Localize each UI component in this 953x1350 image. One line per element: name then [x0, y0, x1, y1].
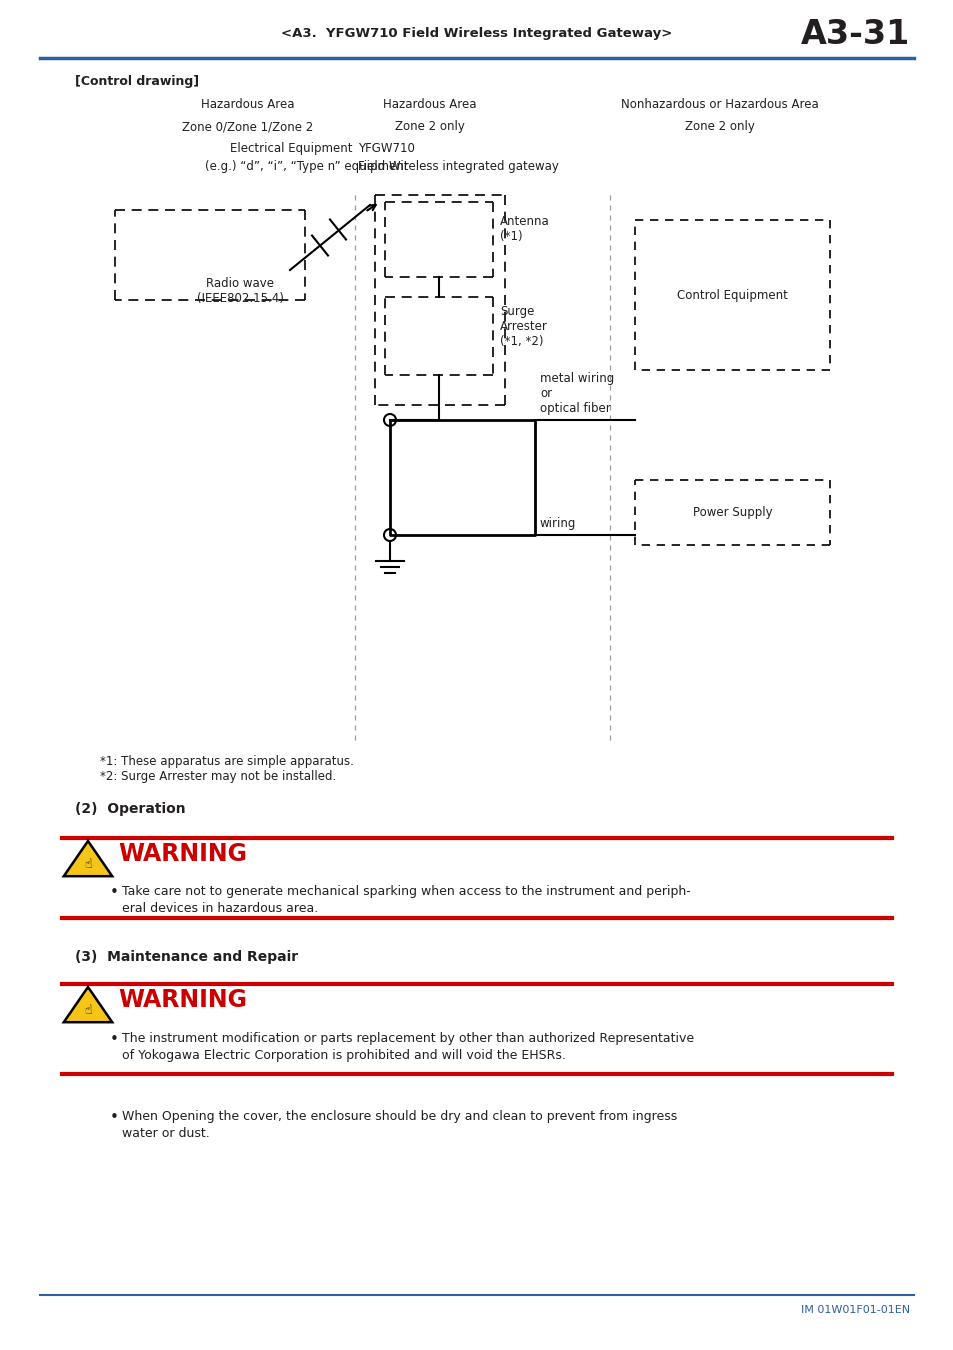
- Text: wiring: wiring: [539, 517, 576, 531]
- Text: •: •: [110, 886, 119, 900]
- Text: *1: These apparatus are simple apparatus.: *1: These apparatus are simple apparatus…: [100, 755, 354, 768]
- Text: Electrical Equipment: Electrical Equipment: [230, 142, 352, 155]
- Text: [Control drawing]: [Control drawing]: [75, 76, 199, 88]
- Text: Antenna
(*1): Antenna (*1): [499, 215, 549, 243]
- Text: <A3.  YFGW710 Field Wireless Integrated Gateway>: <A3. YFGW710 Field Wireless Integrated G…: [281, 27, 672, 40]
- Text: Take care not to generate mechanical sparking when access to the instrument and : Take care not to generate mechanical spa…: [122, 886, 690, 915]
- Text: ☝: ☝: [84, 859, 91, 872]
- Text: (e.g.) “d”, “i”, “Type n” equipment: (e.g.) “d”, “i”, “Type n” equipment: [205, 161, 408, 173]
- Text: Surge
Arrester
(*1, *2): Surge Arrester (*1, *2): [499, 305, 547, 348]
- Text: Hazardous Area: Hazardous Area: [383, 99, 476, 111]
- Text: Nonhazardous or Hazardous Area: Nonhazardous or Hazardous Area: [620, 99, 818, 111]
- Text: Radio wave
(IEEE802.15.4): Radio wave (IEEE802.15.4): [196, 277, 283, 305]
- Text: WARNING: WARNING: [118, 842, 247, 865]
- Text: *2: Surge Arrester may not be installed.: *2: Surge Arrester may not be installed.: [100, 769, 335, 783]
- Text: The instrument modification or parts replacement by other than authorized Repres: The instrument modification or parts rep…: [122, 1031, 694, 1062]
- Text: metal wiring
or
optical fiber: metal wiring or optical fiber: [539, 373, 614, 414]
- Text: (2)  Operation: (2) Operation: [75, 802, 186, 815]
- Text: Control Equipment: Control Equipment: [677, 289, 787, 301]
- Text: •: •: [110, 1110, 119, 1125]
- Text: •: •: [110, 1031, 119, 1048]
- Text: Zone 0/Zone 1/Zone 2: Zone 0/Zone 1/Zone 2: [182, 120, 314, 134]
- Text: Field Wireless integrated gateway: Field Wireless integrated gateway: [357, 161, 558, 173]
- Text: (3)  Maintenance and Repair: (3) Maintenance and Repair: [75, 950, 297, 964]
- Text: IM 01W01F01-01EN: IM 01W01F01-01EN: [800, 1305, 909, 1315]
- Text: WARNING: WARNING: [118, 988, 247, 1012]
- Polygon shape: [64, 987, 112, 1022]
- Text: YFGW710: YFGW710: [357, 142, 415, 155]
- Text: ☝: ☝: [84, 1004, 91, 1018]
- Text: Hazardous Area: Hazardous Area: [201, 99, 294, 111]
- Text: Power Supply: Power Supply: [692, 506, 772, 518]
- Text: Zone 2 only: Zone 2 only: [684, 120, 754, 134]
- Text: When Opening the cover, the enclosure should be dry and clean to prevent from in: When Opening the cover, the enclosure sh…: [122, 1110, 677, 1139]
- Text: Zone 2 only: Zone 2 only: [395, 120, 464, 134]
- Text: A3-31: A3-31: [800, 18, 909, 50]
- Polygon shape: [64, 841, 112, 876]
